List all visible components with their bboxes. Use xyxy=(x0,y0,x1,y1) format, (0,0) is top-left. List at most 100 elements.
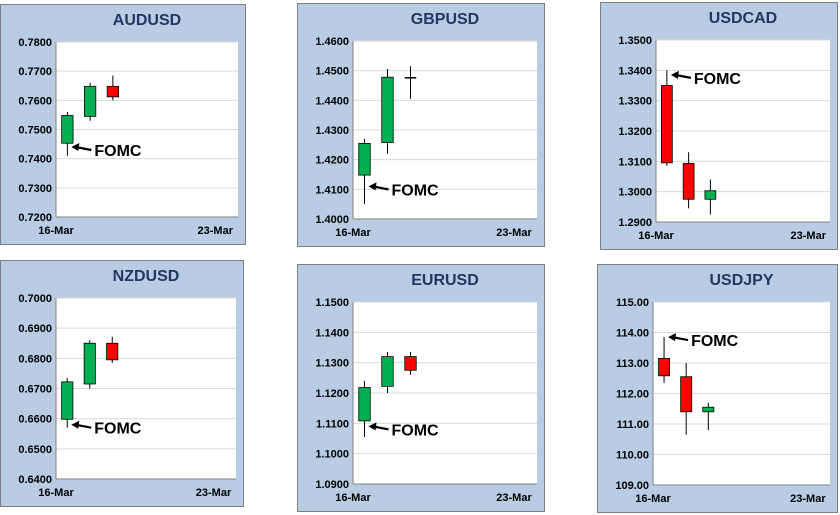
candle-body xyxy=(661,85,673,164)
y-tick-label: 1.1100 xyxy=(316,418,349,430)
chart-panel-gbpusd: GBPUSD 1.4000 1.4100 1.4200 1.4300 1.4400 1.45… xyxy=(297,3,545,247)
candle xyxy=(680,363,693,435)
y-tick-label: 1.3300 xyxy=(618,96,652,108)
candle-body xyxy=(680,376,693,413)
annotation-label: FOMC xyxy=(94,143,142,160)
y-tick-label: 1.1300 xyxy=(315,358,349,370)
chart-svg: GBPUSD 1.4000 1.4100 1.4200 1.4300 1.4400 1.45… xyxy=(297,3,545,247)
candle-body xyxy=(704,190,717,200)
chart-svg: USDCAD 1.2900 1.3000 1.3100 1.3200 1.3300 1.34… xyxy=(600,2,838,250)
chart-panel-nzdusd: NZDUSD 0.6400 0.6500 0.6600 0.6700 0.6800 0.69… xyxy=(0,260,244,507)
annotation-arrowhead xyxy=(670,70,679,79)
y-tick-label: 0.7200 xyxy=(18,212,52,224)
candle xyxy=(381,69,394,154)
y-tick-label: 0.7000 xyxy=(18,293,52,305)
annotation-arrowhead xyxy=(368,422,377,431)
candle-body xyxy=(381,356,394,387)
candle-body xyxy=(61,115,74,144)
y-tick-label: 1.4300 xyxy=(315,125,349,137)
y-tick-label: 109.00 xyxy=(615,480,649,492)
annotation-arrowhead xyxy=(668,333,677,342)
annotation-arrowhead xyxy=(71,420,80,429)
y-tick-label: 1.2900 xyxy=(618,217,652,229)
y-tick-label: 113.00 xyxy=(616,358,649,370)
chart-panel-usdcad: USDCAD 1.2900 1.3000 1.3100 1.3200 1.3300 1.34… xyxy=(600,2,838,250)
y-tick-label: 115.00 xyxy=(616,297,649,309)
candle-body xyxy=(658,358,670,377)
candle xyxy=(61,377,74,428)
annotation-label: FOMC xyxy=(392,422,440,439)
x-tick-label: 16-Mar xyxy=(638,230,674,242)
annotation-label: FOMC xyxy=(694,71,742,88)
y-tick-label: 111.00 xyxy=(617,419,649,431)
candle xyxy=(404,352,417,375)
y-tick-label: 0.7700 xyxy=(18,66,52,78)
y-tick-label: 0.6400 xyxy=(18,474,52,486)
chart-title: USDCAD xyxy=(709,10,777,27)
y-tick-label: 1.4600 xyxy=(315,36,349,48)
y-tick-label: 112.00 xyxy=(616,389,649,401)
y-tick-label: 0.7500 xyxy=(18,125,52,137)
candle xyxy=(106,75,119,101)
y-tick-label: 1.3000 xyxy=(618,187,652,199)
annotation-label: FOMC xyxy=(94,421,142,438)
candle-body xyxy=(84,85,97,117)
y-tick-label: 0.7600 xyxy=(18,95,52,107)
candle-body xyxy=(381,76,394,143)
annotation-arrowhead xyxy=(71,143,80,151)
candle-body xyxy=(682,163,695,200)
y-tick-label: 1.4400 xyxy=(315,95,349,107)
y-tick-label: 1.4500 xyxy=(315,66,349,78)
y-tick-label: 1.0900 xyxy=(315,479,349,491)
y-tick-label: 0.6900 xyxy=(18,323,52,335)
candle-body xyxy=(702,406,715,413)
annotation-label: FOMC xyxy=(691,333,739,350)
y-tick-label: 114.00 xyxy=(616,328,649,340)
y-tick-label: 0.6700 xyxy=(18,384,52,396)
y-tick-label: 1.3500 xyxy=(618,35,652,47)
candle xyxy=(704,179,717,215)
chart-title: GBPUSD xyxy=(411,11,479,28)
candle-body xyxy=(106,85,119,98)
candle xyxy=(358,380,371,437)
y-tick-label: 0.6500 xyxy=(18,444,52,456)
chart-title: AUDUSD xyxy=(113,12,181,29)
y-tick-label: 0.7800 xyxy=(18,37,52,49)
annotation-arrowhead xyxy=(368,182,377,191)
y-tick-label: 1.1200 xyxy=(315,388,349,400)
y-tick-label: 0.6600 xyxy=(18,414,52,426)
candle xyxy=(84,82,97,121)
candle-body xyxy=(106,342,119,361)
y-tick-label: 1.3100 xyxy=(618,156,652,168)
x-tick-label: 16-Mar xyxy=(38,487,74,499)
chart-panel-usdjpy: USDJPY 109.00 110.00 111.00 112.00 113.00 114.… xyxy=(597,264,838,513)
chart-svg: NZDUSD 0.6400 0.6500 0.6600 0.6700 0.6800 0.69… xyxy=(0,260,244,507)
x-tick-label: 23-Mar xyxy=(196,487,232,499)
y-tick-label: 1.3400 xyxy=(618,65,652,77)
chart-title: EURUSD xyxy=(411,272,479,289)
x-tick-label: 23-Mar xyxy=(496,492,532,504)
candle xyxy=(661,70,673,166)
x-tick-label: 23-Mar xyxy=(791,230,827,242)
chart-panel-audusd: AUDUSD 0.7200 0.7300 0.7400 0.7500 0.7600 0.77… xyxy=(0,4,246,245)
candle xyxy=(61,112,74,156)
x-tick-label: 16-Mar xyxy=(335,227,371,239)
chart-svg: EURUSD 1.0900 1.1000 1.1100 1.1200 1.1300 1.14… xyxy=(297,264,545,512)
x-tick-label: 16-Mar xyxy=(635,493,671,505)
candle-body xyxy=(358,142,371,176)
y-tick-label: 1.4200 xyxy=(315,155,349,167)
chart-title: NZDUSD xyxy=(113,268,180,285)
candle xyxy=(702,402,715,431)
y-tick-label: 1.4100 xyxy=(315,184,349,196)
candle xyxy=(404,66,417,99)
y-tick-label: 1.4000 xyxy=(315,214,349,226)
y-tick-label: 0.7400 xyxy=(18,154,52,166)
chart-panel-eurusd: EURUSD 1.0900 1.1000 1.1100 1.1200 1.1300 1.14… xyxy=(297,264,545,512)
candle-body xyxy=(404,356,417,371)
y-tick-label: 1.1400 xyxy=(315,327,349,339)
candle-body xyxy=(358,387,371,422)
y-tick-label: 110.00 xyxy=(616,450,649,462)
candle xyxy=(106,336,119,363)
candle xyxy=(381,352,394,393)
y-tick-label: 0.6800 xyxy=(18,353,52,365)
